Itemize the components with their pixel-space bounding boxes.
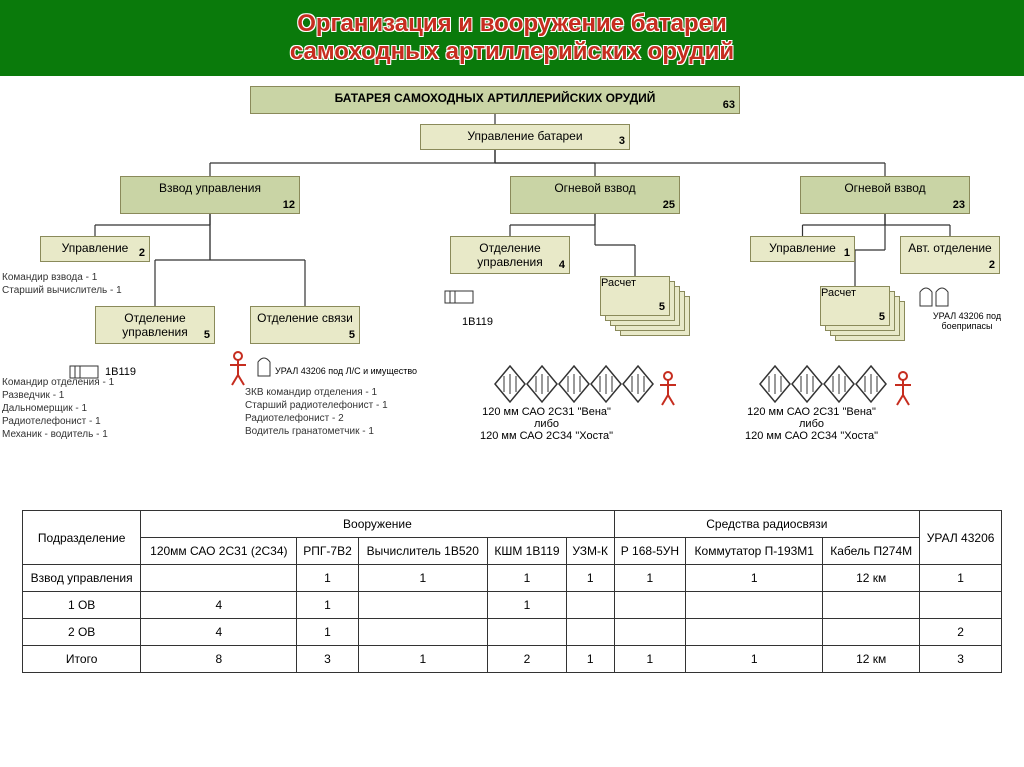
count-badge: 4 [559,259,565,271]
equip-label: 1В119 [105,366,136,378]
sao-icon [760,366,790,402]
person-icon [230,352,246,385]
sao-icon [824,366,854,402]
bullet-icon [920,288,932,306]
notes: ЗКВ командир отделения - 1Старший радиот… [245,386,388,438]
sao-icon [623,366,653,402]
notes: Командир отделения - 1Разведчик - 1Дальн… [2,376,114,441]
equip-label: 120 мм САО 2С31 "Вена"либо120 мм САО 2С3… [745,406,878,442]
org-box: Взвод управления12 [120,176,300,214]
sao-icon [527,366,557,402]
org-box: Отделение управления4 [450,236,570,274]
count-badge: 23 [953,199,965,211]
bullet-icon [936,288,948,306]
bullet-icon [258,358,270,376]
sao-icon [792,366,822,402]
equip-label: УРАЛ 43206 под боеприпасы [910,311,1024,331]
equipment-table: ПодразделениеВооружениеСредства радиосвя… [22,510,1002,673]
org-box: Огневой взвод23 [800,176,970,214]
count-badge: 5 [204,329,210,341]
sao-icon [495,366,525,402]
org-box: Управление2 [40,236,150,262]
count-badge: 2 [989,259,995,271]
count-badge: 63 [723,99,735,111]
sao-icon [591,366,621,402]
notes: Командир взвода - 1Старший вычислитель -… [2,271,122,297]
count-badge: 1 [844,247,850,259]
count-badge: 25 [663,199,675,211]
slide-header: Организация и вооружение батареи самоход… [0,0,1024,76]
equip-label: 120 мм САО 2С31 "Вена"либо120 мм САО 2С3… [480,406,613,442]
org-chart: БАТАРЕЯ САМОХОДНЫХ АРТИЛЛЕРИЙСКИХ ОРУДИЙ… [0,76,1024,506]
org-box: Авт. отделение2 [900,236,1000,274]
count-badge: 3 [619,135,625,147]
count-badge: 2 [139,247,145,259]
org-box: Управление1 [750,236,855,262]
shell-icon [445,291,473,303]
person-icon [660,372,676,405]
title-line2: самоходных артиллерийских орудий [290,38,734,65]
count-badge: 5 [349,329,355,341]
title-line1: Организация и вооружение батареи [297,10,727,37]
org-box: БАТАРЕЯ САМОХОДНЫХ АРТИЛЛЕРИЙСКИХ ОРУДИЙ… [250,86,740,114]
org-box: Огневой взвод25 [510,176,680,214]
org-box: Управление батареи3 [420,124,630,150]
sao-icon [856,366,886,402]
equip-label: УРАЛ 43206 под Л/С и имущество [275,366,417,376]
count-badge: 12 [283,199,295,211]
equip-label: 1В119 [462,316,493,328]
person-icon [895,372,911,405]
org-box: Отделение связи5 [250,306,360,344]
title: Организация и вооружение батареи самоход… [0,10,1024,66]
sao-icon [559,366,589,402]
org-box: Отделение управления5 [95,306,215,344]
